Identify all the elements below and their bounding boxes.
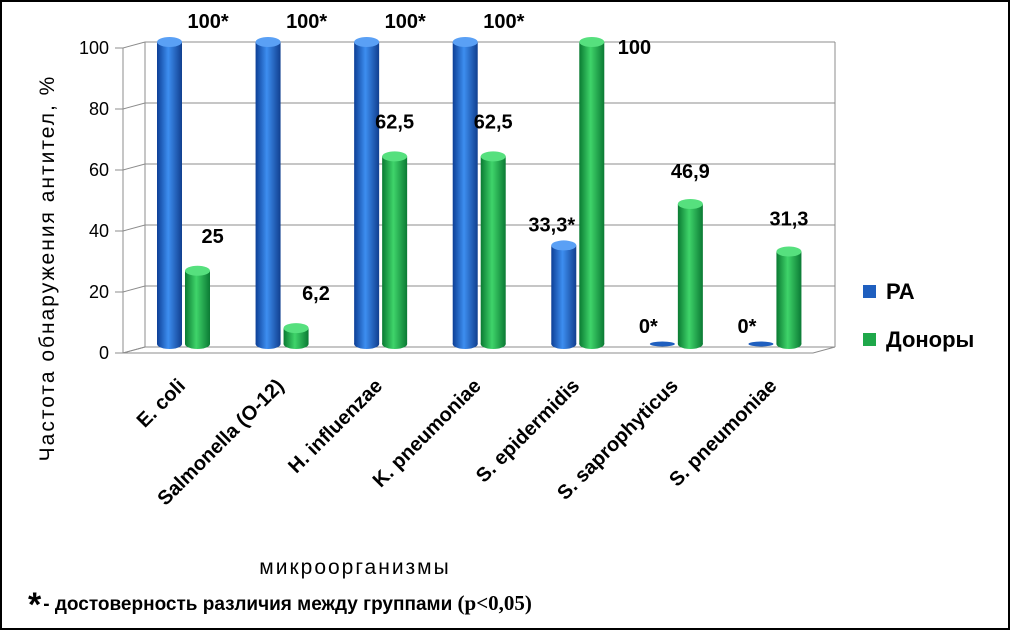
data-label: 100* [286,11,327,33]
gridline-depth [122,102,146,110]
bar-base [551,339,577,349]
footnote: * - достоверность различия между группами… [28,586,532,625]
label-layer: 100* 100* 100* 100* 33,3* 0* 0* 25 6,2 62,5 62,5 10… [188,11,809,338]
footnote-text: - достоверность различия между группами [43,594,458,615]
legend-label: Доноры [886,327,974,352]
y-tick-label: 0 [99,343,109,363]
gridline-depth [122,224,146,232]
bar-ra [551,240,577,349]
bar-top [776,246,802,257]
gridline-depth [122,41,146,49]
bar-body [354,42,380,344]
bar-top [283,323,309,334]
y-tick-label: 60 [89,160,109,180]
gridline-depth [122,285,146,293]
data-label: 6,2 [302,283,330,305]
footnote-star: * [28,586,42,624]
data-label: 62,5 [474,111,513,133]
y-axis-title: Частота обнаружения антител, % [36,75,59,462]
data-label: 0* [737,316,756,338]
bar-ra [649,341,675,347]
x-tick-label: S. pneumoniae [665,375,781,491]
bar-base [382,339,408,349]
bar-top [382,151,408,162]
data-label: 100* [385,11,426,33]
bar-flat [748,341,774,347]
bar-top [255,37,281,47]
bar-body [579,42,605,344]
bar-donors [283,323,309,349]
legend: РА Доноры [863,279,974,352]
bar-body [677,203,703,344]
data-label: 62,5 [375,111,414,133]
bar-ra [354,37,380,349]
data-label: 46,9 [671,161,710,183]
bar-ra [157,37,182,349]
data-label: 100 [618,37,651,59]
x-axis-title: микроорганизмы [259,556,450,579]
bar-top [185,265,210,276]
data-label: 100* [188,11,229,33]
bar-base [354,339,380,349]
bar-base [480,339,506,349]
bar-top [354,37,380,47]
grid-layer [122,41,836,354]
bar-ra [255,37,281,349]
bar-layer [157,37,802,349]
bar-base [185,339,210,349]
bar-top [551,240,577,251]
legend-label: РА [886,279,915,304]
x-tick-label: H. influenzae [284,375,387,478]
x-tick-label: S. epidermidis [472,375,584,487]
bar-donors [776,246,802,349]
bar-top [677,198,703,209]
bar-base [677,339,703,349]
bar-ra [452,37,478,349]
bar-ra [748,341,774,347]
bar-body [480,156,506,344]
bar-body [157,42,182,344]
bar-body [382,156,408,344]
x-tick-label: E. coli [133,375,190,432]
data-label: 25 [202,226,224,248]
chart-floor [122,346,836,354]
bar-donors [579,37,605,349]
y-tick-label: 20 [89,282,109,302]
bar-base [776,339,802,349]
data-label: 0* [639,316,658,338]
legend-swatch [863,285,876,298]
y-tick-label: 100 [79,38,109,58]
bar-base [283,339,309,349]
data-label: 33,3* [528,214,575,236]
bar-base [579,339,605,349]
data-label: 100* [483,11,524,33]
y-tick-label: 40 [89,221,109,241]
bar-body [551,245,577,344]
legend-swatch [863,333,876,346]
data-label: 31,3 [769,209,808,231]
bar-top [579,37,605,47]
footnote-pvalue: (p<0,05) [457,591,532,615]
bar-donors [382,151,408,349]
bar-base [255,339,281,349]
bar-donors [185,265,210,349]
bar-top [480,151,506,162]
bar-donors [677,198,703,349]
bar-base [452,339,478,349]
bar-base [157,339,182,349]
bar-body [452,42,478,344]
gridline-depth [122,163,146,171]
bar-top [157,37,182,47]
bar-body [776,251,802,344]
bar-donors [480,151,506,349]
bar-flat [649,341,675,347]
x-tick-label: K. pneumoniae [369,375,486,492]
bar-body [255,42,281,344]
bar-top [452,37,478,47]
bar-body [185,270,210,344]
y-tick-label: 80 [89,99,109,119]
